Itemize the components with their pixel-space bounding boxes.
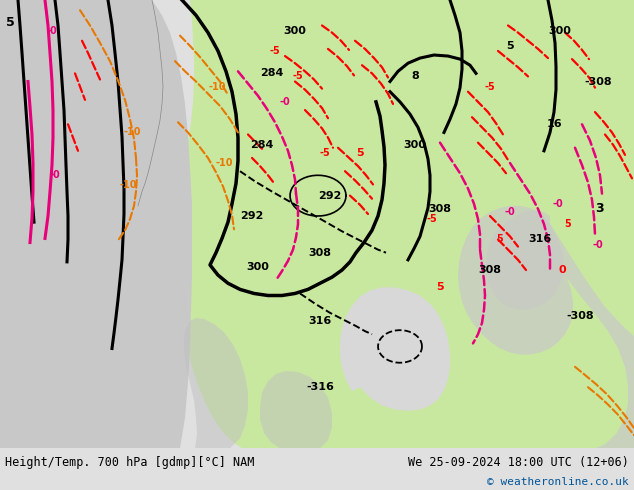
Text: -0: -0 xyxy=(505,207,515,217)
Text: -5: -5 xyxy=(427,214,437,224)
Text: -10: -10 xyxy=(123,127,141,138)
Polygon shape xyxy=(458,206,634,448)
Text: 300: 300 xyxy=(247,262,269,272)
Text: -0: -0 xyxy=(593,240,604,249)
Text: -5: -5 xyxy=(484,82,495,92)
Polygon shape xyxy=(260,371,332,448)
Text: -10: -10 xyxy=(119,180,137,191)
Text: -10: -10 xyxy=(216,158,233,168)
Text: 308: 308 xyxy=(309,248,332,258)
Text: -0: -0 xyxy=(47,25,57,36)
Text: 5: 5 xyxy=(6,16,15,29)
Text: -316: -316 xyxy=(306,382,334,392)
Text: 300: 300 xyxy=(404,140,427,149)
Text: 5: 5 xyxy=(356,148,364,158)
Polygon shape xyxy=(177,0,634,448)
Text: 316: 316 xyxy=(308,316,332,326)
Polygon shape xyxy=(184,318,248,448)
Text: 5: 5 xyxy=(506,41,514,51)
Text: 308: 308 xyxy=(429,204,451,214)
Text: 5: 5 xyxy=(436,282,444,293)
Text: 292: 292 xyxy=(240,211,264,221)
Text: -308: -308 xyxy=(566,311,594,321)
Text: 0: 0 xyxy=(558,265,566,275)
Text: 300: 300 xyxy=(548,25,571,36)
Text: -0: -0 xyxy=(553,199,564,209)
Text: -0: -0 xyxy=(280,97,290,107)
Text: -5: -5 xyxy=(320,148,330,158)
Text: 292: 292 xyxy=(318,191,342,200)
Text: We 25-09-2024 18:00 UTC (12+06): We 25-09-2024 18:00 UTC (12+06) xyxy=(408,456,629,469)
Text: 284: 284 xyxy=(250,140,274,149)
Text: Height/Temp. 700 hPa [gdmp][°C] NAM: Height/Temp. 700 hPa [gdmp][°C] NAM xyxy=(5,456,254,469)
Text: 16: 16 xyxy=(547,120,563,129)
Text: -5: -5 xyxy=(269,46,280,56)
Text: 3: 3 xyxy=(596,202,604,216)
Text: 316: 316 xyxy=(528,234,552,245)
Text: 5: 5 xyxy=(496,234,503,245)
Polygon shape xyxy=(340,287,450,411)
Text: 300: 300 xyxy=(283,25,306,36)
Polygon shape xyxy=(0,0,192,448)
Text: -0: -0 xyxy=(49,170,60,180)
Text: -308: -308 xyxy=(584,76,612,87)
Text: 8: 8 xyxy=(411,72,419,81)
Text: 5: 5 xyxy=(565,219,571,229)
Polygon shape xyxy=(486,210,564,310)
Text: 284: 284 xyxy=(261,69,283,78)
Text: -5: -5 xyxy=(293,72,304,81)
Text: 308: 308 xyxy=(479,265,501,275)
Text: -10: -10 xyxy=(208,82,226,92)
Text: © weatheronline.co.uk: © weatheronline.co.uk xyxy=(488,477,629,487)
